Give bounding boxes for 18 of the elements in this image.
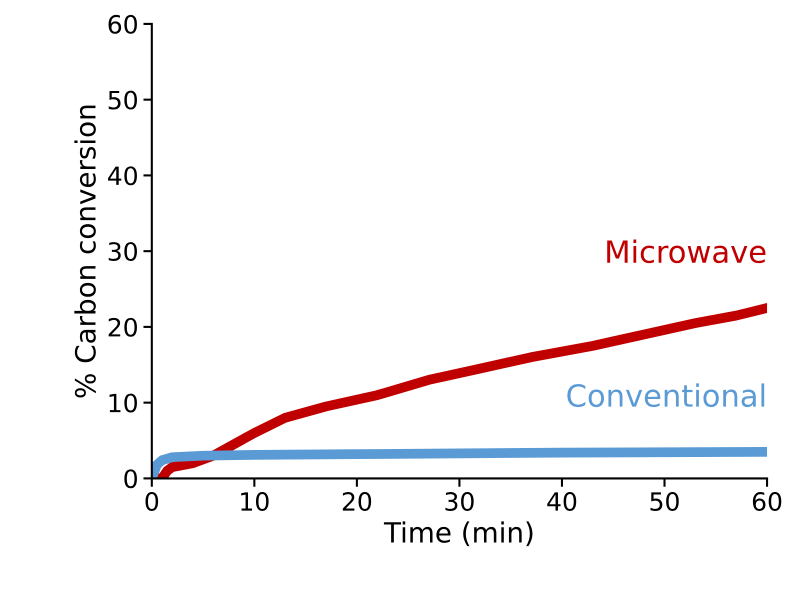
y-tick-label: 40: [108, 166, 137, 186]
x-tick-label: 20: [342, 492, 372, 511]
y-tick-label: 20: [108, 318, 137, 337]
x-tick-label: 0: [146, 492, 158, 511]
x-axis-title: Time (min): [384, 521, 532, 546]
y-axis-title: % Carbon conversion: [74, 106, 96, 398]
y-tick-label: 0: [124, 469, 137, 488]
series-label: Microwave: [607, 240, 766, 264]
series-label: Conventional: [567, 383, 764, 408]
y-tick-label: 50: [108, 90, 137, 110]
x-tick-label: 60: [752, 492, 782, 511]
x-tick-label: 40: [547, 492, 576, 511]
x-tick-label: 10: [241, 492, 269, 511]
x-tick-label: 50: [650, 492, 679, 511]
y-tick-label: 30: [108, 242, 137, 262]
x-tick-label: 30: [445, 492, 474, 511]
y-tick-label: 10: [110, 394, 137, 413]
y-tick-label: 60: [108, 14, 137, 34]
